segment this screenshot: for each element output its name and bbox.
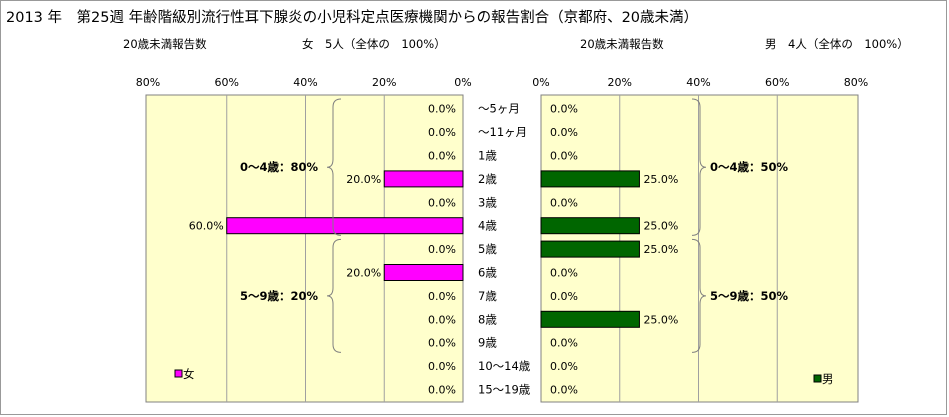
right-chart-male: 0% 20% 40% 60% 80% 0.0% 0.0% 0.0% 25.0% 0.0% 25.0%… <box>532 76 868 403</box>
age-category-label: ～5ヶ月 <box>478 102 520 116</box>
age-category-label: 15～19歳 <box>478 383 531 397</box>
right-bar <box>540 217 640 235</box>
left-plot-area <box>145 94 464 403</box>
right-value-label: 25.0% <box>643 220 678 233</box>
right-legend-label: 男 <box>822 372 834 386</box>
left-count-header: 20歳未満報告数 <box>123 37 207 51</box>
left-tick-label: 80% <box>136 76 160 89</box>
left-value-label: 0.0% <box>428 196 456 209</box>
right-value-label: 0.0% <box>550 196 578 209</box>
right-tick-label: 20% <box>608 76 632 89</box>
age-category-label: 4歳 <box>478 219 497 233</box>
left-value-label: 0.0% <box>428 243 456 256</box>
right-value-label: 0.0% <box>550 103 578 116</box>
left-annotation-brace <box>326 238 342 353</box>
left-annotation-label: 5～9歳：20% <box>240 289 319 303</box>
right-annotation-brace <box>691 98 707 236</box>
right-count-value: 男 4人（全体の 100%） <box>765 37 909 51</box>
age-category-label: 7歳 <box>478 289 497 303</box>
left-value-label: 0.0% <box>428 290 456 303</box>
right-value-label: 0.0% <box>550 126 578 139</box>
left-value-label: 0.0% <box>428 360 456 373</box>
left-tick-label: 40% <box>293 76 317 89</box>
left-count-value: 女 5人（全体の 100%） <box>302 37 446 51</box>
age-category-label: 2歳 <box>478 172 497 186</box>
right-value-label: 0.0% <box>550 267 578 280</box>
age-category-label: ～11ヶ月 <box>478 125 527 139</box>
age-category-label: 9歳 <box>478 336 497 350</box>
age-category-label: 1歳 <box>478 149 497 163</box>
right-annotation-label: 0～4歳：50% <box>710 160 789 174</box>
right-tick-label: 0% <box>532 76 549 89</box>
left-value-label: 0.0% <box>428 384 456 397</box>
right-bar <box>540 170 640 188</box>
left-tick-label: 20% <box>372 76 396 89</box>
right-value-label: 0.0% <box>550 384 578 397</box>
left-bar <box>383 264 464 281</box>
right-annotation-label: 5～9歳：50% <box>710 289 789 303</box>
left-legend-swatch <box>174 369 183 378</box>
left-value-label: 0.0% <box>428 126 456 139</box>
left-bar <box>383 170 464 188</box>
age-category-label: 6歳 <box>478 266 497 280</box>
left-legend-label: 女 <box>183 367 195 381</box>
right-value-label: 25.0% <box>643 173 678 186</box>
left-chart-female: 80% 60% 40% 20% 0% 0.0% 0.0% 0.0% 20.0% 0.0% 60.0%… <box>136 76 472 403</box>
chart-title: 2013 年 第25週 年齢階級別流行性耳下腺炎の小児科定点医療機関からの報告割… <box>6 8 698 26</box>
left-value-label: 20.0% <box>346 173 381 186</box>
age-category-label: 5歳 <box>478 242 497 256</box>
right-value-label: 25.0% <box>643 313 678 326</box>
left-tick-label: 60% <box>215 76 239 89</box>
age-category-label: 8歳 <box>478 312 497 326</box>
left-value-label: 60.0% <box>189 220 224 233</box>
age-category-label: 10～14歳 <box>478 359 531 373</box>
left-value-label: 0.0% <box>428 313 456 326</box>
right-bar <box>540 310 640 328</box>
age-category-label: 3歳 <box>478 195 497 209</box>
right-tick-label: 40% <box>686 76 710 89</box>
right-tick-label: 60% <box>765 76 789 89</box>
right-tick-label: 80% <box>844 76 868 89</box>
right-value-label: 0.0% <box>550 290 578 303</box>
left-value-label: 0.0% <box>428 337 456 350</box>
right-legend-swatch <box>813 374 822 383</box>
left-value-label: 0.0% <box>428 103 456 116</box>
right-value-label: 0.0% <box>550 337 578 350</box>
right-value-label: 25.0% <box>643 243 678 256</box>
left-value-label: 0.0% <box>428 150 456 163</box>
left-tick-label: 0% <box>454 76 471 89</box>
left-annotation-label: 0～4歳：80% <box>240 160 319 174</box>
right-bar <box>540 240 640 258</box>
left-annotation-brace <box>326 98 342 236</box>
left-bar <box>226 217 464 235</box>
right-value-label: 0.0% <box>550 150 578 163</box>
right-value-label: 0.0% <box>550 360 578 373</box>
right-annotation-brace <box>691 238 707 353</box>
right-count-header: 20歳未満報告数 <box>580 37 664 51</box>
age-category-labels: ～5ヶ月 ～11ヶ月 1歳 2歳 3歳 4歳 5歳 6歳 7歳 8歳 9歳 10～14歳 15～19歳 <box>478 102 531 397</box>
left-value-label: 20.0% <box>346 267 381 280</box>
